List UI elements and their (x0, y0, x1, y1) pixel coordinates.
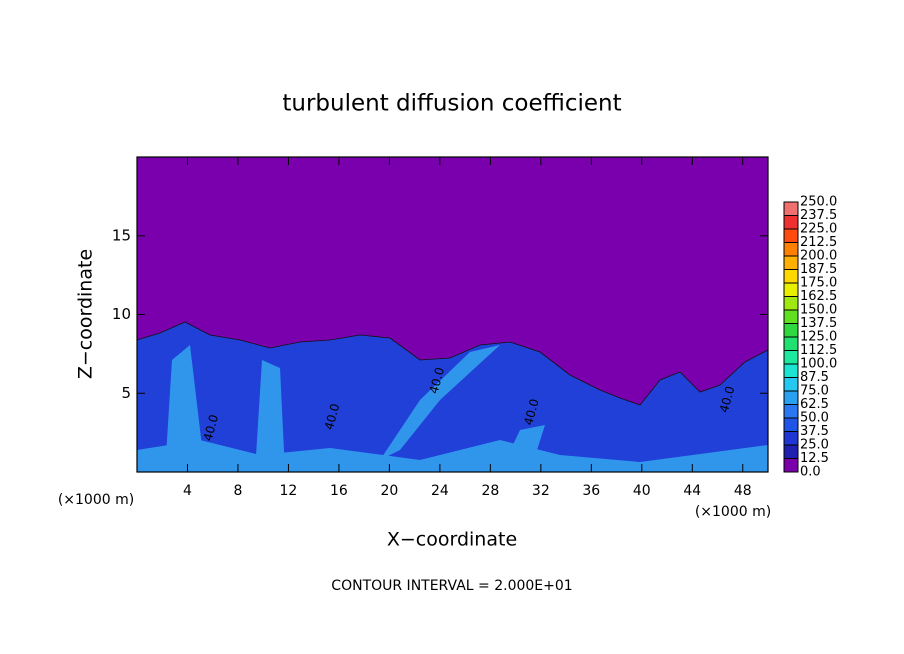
x-tick-label: 8 (233, 483, 242, 499)
colorbar-swatch (784, 377, 798, 391)
contour-label: 40.0 (322, 402, 342, 431)
x-tick-label: 4 (183, 483, 192, 499)
colorbar-swatch (784, 256, 798, 270)
colorbar-swatch (784, 296, 798, 310)
colorbar-label: 250.0 (800, 195, 837, 210)
field-layer (136, 321, 769, 473)
contour-label: 40.0 (717, 385, 737, 414)
x-unit-label: (×1000 m) (695, 504, 771, 520)
colorbar-swatch (784, 391, 798, 405)
colorbar-label: 175.0 (800, 276, 837, 291)
colorbar-label: 50.0 (800, 411, 829, 426)
colorbar-label: 25.0 (800, 438, 829, 453)
colorbar-label: 125.0 (800, 330, 837, 345)
contour-label: 40.0 (427, 366, 447, 395)
colorbar-swatch (784, 350, 798, 364)
colorbar-swatch (784, 445, 798, 459)
colorbar-swatch (784, 323, 798, 337)
y-axis-label: Z−coordinate (75, 249, 97, 379)
colorbar-swatch (784, 310, 798, 324)
x-tick-label: 20 (380, 483, 398, 499)
x-tick-label: 32 (532, 483, 550, 499)
colorbar-label: 150.0 (800, 303, 837, 318)
colorbar-label: 237.5 (800, 208, 837, 223)
colorbar-swatch (784, 404, 798, 418)
colorbar-swatch (784, 337, 798, 351)
colorbar-label: 62.5 (800, 397, 829, 412)
colorbar-label: 225.0 (800, 222, 837, 237)
chart-title: turbulent diffusion coefficient (282, 91, 621, 117)
x-tick-label: 12 (280, 483, 298, 499)
y-tick-label: 15 (112, 226, 131, 244)
x-tick-label: 24 (431, 483, 449, 499)
colorbar-label: 37.5 (800, 424, 829, 439)
footer: CONTOUR INTERVAL = 2.000E+01 (331, 578, 572, 594)
field-streaks (137, 345, 768, 472)
colorbar-label: 212.5 (800, 235, 837, 250)
colorbar-swatch (784, 229, 798, 243)
colorbar-swatch (784, 418, 798, 432)
colorbar-label: 162.5 (800, 289, 837, 304)
colorbar-label: 12.5 (800, 451, 829, 466)
colorbar-swatch (784, 269, 798, 283)
x-tick-label: 36 (582, 483, 600, 499)
colorbar-label: 75.0 (800, 384, 829, 399)
colorbar-label: 187.5 (800, 262, 837, 277)
x-unit-label: (×1000 m) (58, 492, 134, 508)
colorbar-swatch (784, 215, 798, 229)
y-tick-label: 10 (112, 305, 131, 323)
x-tick-label: 44 (683, 483, 701, 499)
colorbar-label: 100.0 (800, 357, 837, 372)
contour-label: 40.0 (521, 397, 541, 426)
colorbar-swatch (784, 431, 798, 445)
x-tick-label: 16 (330, 483, 348, 499)
colorbar-swatch (784, 202, 798, 216)
colorbar-label: 112.5 (800, 343, 837, 358)
colorbar-label: 87.5 (800, 370, 829, 385)
y-tick-label: 5 (121, 384, 131, 402)
colorbar-label: 137.5 (800, 316, 837, 331)
colorbar-label: 0.0 (800, 465, 821, 480)
colorbar-swatch (784, 242, 798, 256)
x-tick-label: 48 (734, 483, 752, 499)
contour-label: 40.0 (201, 413, 221, 442)
colorbar-swatch (784, 283, 798, 297)
x-axis-label: X−coordinate (387, 529, 517, 551)
x-tick-label: 28 (481, 483, 499, 499)
x-tick-label: 40 (633, 483, 651, 499)
colorbar-label: 200.0 (800, 249, 837, 264)
colorbar-swatch (784, 458, 798, 472)
colorbar-swatch (784, 364, 798, 378)
